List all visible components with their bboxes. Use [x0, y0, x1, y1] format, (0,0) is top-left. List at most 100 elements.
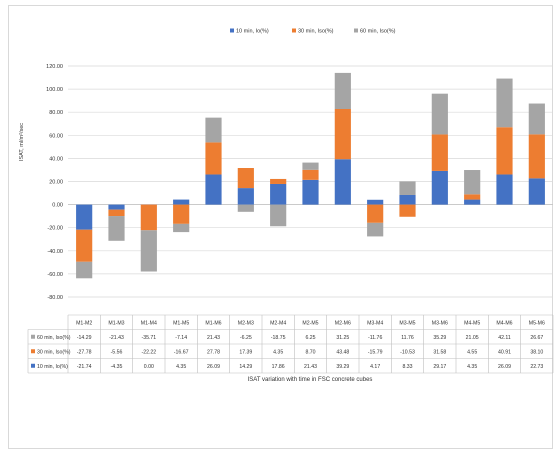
data-cell: 11.76: [401, 335, 414, 341]
bar-segment: [108, 216, 125, 241]
legend-label: 10 min, Io(%): [236, 29, 269, 35]
data-cell: 4.35: [176, 364, 186, 370]
bar-segment: [334, 109, 351, 160]
data-cell: 8.33: [402, 364, 412, 370]
data-cell: -5.56: [111, 349, 123, 355]
bar-segment: [464, 170, 481, 195]
data-cell: -22.22: [141, 349, 156, 355]
data-cell: 39.29: [336, 364, 349, 370]
data-cell: 26.09: [498, 364, 511, 370]
data-cell: 26.67: [530, 335, 543, 341]
bar-segment: [399, 204, 416, 217]
bar-segment: [205, 117, 222, 143]
bar-segment: [464, 194, 481, 200]
category-label: M2-M4: [270, 320, 286, 326]
bar-segment: [367, 222, 384, 237]
category-label: M4-M6: [496, 320, 512, 326]
data-cell: -21.43: [109, 335, 124, 341]
data-cell: 22.73: [530, 364, 543, 370]
category-label: M1-M4: [141, 320, 157, 326]
row-legend-swatch: [31, 349, 35, 354]
chart-legend: 10 min, Io(%) 30 min, Iso(%) 60 min, Iso(%…: [230, 28, 396, 35]
category-label: M3-M6: [432, 320, 448, 326]
y-tick-label: 40.00: [49, 156, 63, 162]
data-cell: 29.17: [433, 364, 446, 370]
bar-segment: [528, 134, 545, 179]
legend-swatch: [230, 28, 234, 33]
bar-segment: [464, 199, 481, 205]
bar-segment: [173, 199, 190, 205]
data-cell: 21.43: [304, 364, 317, 370]
y-tick-label: -40.00: [47, 249, 63, 255]
row-series-label: 60 min, Iso(%): [37, 335, 71, 341]
bar-segment: [302, 162, 319, 170]
chart-frame: [8, 5, 553, 449]
bar-segment: [173, 223, 190, 233]
data-cell: 43.48: [336, 349, 349, 355]
bar-segment: [528, 178, 545, 205]
category-label: M2-M5: [302, 320, 318, 326]
y-tick-label: -60.00: [47, 272, 63, 278]
category-label: M1-M5: [173, 320, 189, 326]
row-series-label: 30 min, Iso(%): [37, 349, 71, 355]
data-cell: 4.35: [467, 364, 477, 370]
legend-label: 30 min, Iso(%): [298, 29, 334, 35]
category-label: M3-M4: [367, 320, 383, 326]
bar-segment: [431, 170, 448, 205]
bar-segment: [205, 174, 222, 205]
bar-segment: [237, 188, 254, 205]
bar-segment: [108, 204, 125, 210]
data-cell: 27.78: [207, 349, 220, 355]
data-cell: 31.58: [433, 349, 446, 355]
category-label: M5-M6: [529, 320, 545, 326]
bar-segment: [76, 204, 93, 230]
data-cell: 35.29: [433, 335, 446, 341]
data-cell: 31.25: [336, 335, 349, 341]
data-cell: 4.55: [467, 349, 477, 355]
data-cell: 4.35: [273, 349, 283, 355]
category-label: M1-M2: [76, 320, 92, 326]
legend-swatch: [292, 28, 296, 33]
data-cell: 42.11: [498, 335, 511, 341]
category-label: M2-M6: [335, 320, 351, 326]
data-cell: -15.79: [368, 349, 383, 355]
bar-segment: [367, 199, 384, 205]
bar-segment: [205, 142, 222, 175]
bar-segment: [399, 194, 416, 205]
data-cell: 17.39: [239, 349, 252, 355]
data-cell: 6.25: [305, 335, 315, 341]
bar-segment: [431, 134, 448, 171]
data-cell: -6.25: [240, 335, 252, 341]
chart-caption: ISAT variation with time in FSC concrete…: [248, 377, 373, 383]
y-tick-label: 60.00: [49, 133, 63, 139]
data-cell: -4.35: [111, 364, 123, 370]
y-tick-label: 80.00: [49, 110, 63, 116]
data-cell: 8.70: [305, 349, 315, 355]
bar-segment: [334, 159, 351, 205]
y-axis-label: ISAT, ml/m²/sec: [19, 123, 25, 161]
bar-segment: [496, 174, 513, 205]
y-tick-label: -80.00: [47, 295, 63, 301]
category-label: M1-M6: [205, 320, 221, 326]
row-legend-swatch: [31, 363, 35, 368]
data-cell: 21.05: [466, 335, 479, 341]
data-cell: -14.29: [77, 335, 92, 341]
bar-segment: [367, 204, 384, 223]
legend-swatch: [354, 28, 358, 33]
data-cell: -7.14: [175, 335, 187, 341]
data-table: M1-M2 M1-M3 M1-M4 M1-M5 M1-M6 M2-M3 M2-M4 M2-M5…: [27, 314, 554, 374]
data-cell: 17.86: [272, 364, 285, 370]
category-label: M3-M5: [399, 320, 415, 326]
bars: [76, 72, 545, 279]
bar-segment: [270, 183, 287, 205]
row-series-label: 10 min, Io(%): [37, 364, 68, 370]
row-legend-swatch: [31, 334, 35, 339]
data-cell: 26.09: [207, 364, 220, 370]
y-tick-label: -20.00: [47, 226, 63, 232]
data-cell: 14.29: [239, 364, 252, 370]
data-cell: -11.76: [368, 335, 382, 341]
y-tick-label: 20.00: [49, 180, 63, 186]
bar-segment: [173, 204, 190, 224]
bar-segment: [270, 204, 287, 227]
bar-segment: [76, 261, 93, 279]
